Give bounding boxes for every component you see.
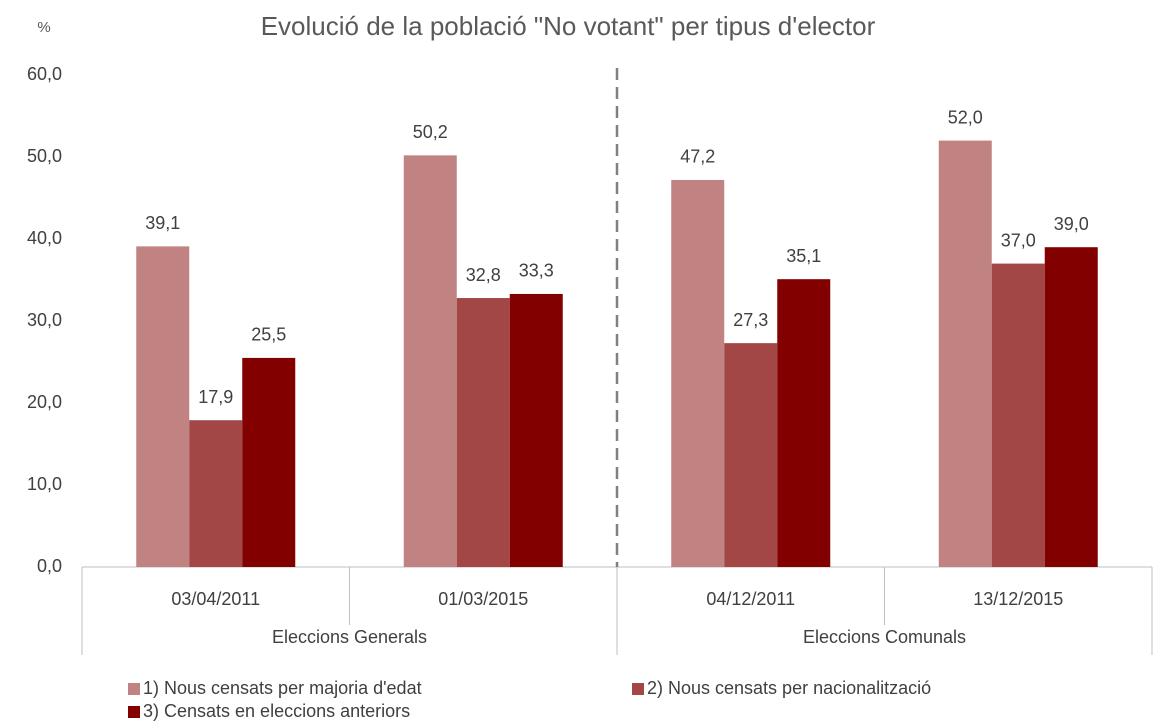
bar: [991, 263, 1045, 567]
legend-swatch: [128, 706, 140, 718]
x-tick-label: 01/03/2015: [438, 589, 528, 609]
data-label: 47,2: [680, 147, 715, 167]
data-label: 27,3: [733, 310, 768, 330]
data-label: 33,3: [519, 261, 554, 281]
bar: [136, 246, 190, 567]
legend-swatch: [632, 683, 644, 695]
bar: [242, 357, 296, 567]
x-tick-label: 04/12/2011: [706, 589, 795, 609]
bar: [671, 179, 725, 567]
y-tick-label: 10,0: [27, 474, 62, 494]
bar: [777, 279, 831, 567]
data-label: 39,1: [145, 213, 180, 233]
y-axis-label: %: [37, 19, 50, 36]
x-tick-label: 13/12/2015: [973, 589, 1063, 609]
bar: [403, 155, 457, 568]
legend-label: 3) Censats en eleccions anteriors: [143, 701, 410, 721]
bar: [938, 140, 992, 567]
data-label: 52,0: [948, 107, 983, 127]
data-label: 39,0: [1054, 214, 1089, 234]
y-tick-label: 30,0: [27, 310, 62, 330]
y-tick-label: 60,0: [27, 64, 62, 84]
bar: [509, 293, 563, 567]
group-label: Eleccions Comunals: [803, 627, 966, 647]
y-tick-label: 20,0: [27, 392, 62, 412]
bar: [456, 298, 510, 567]
y-tick-label: 40,0: [27, 228, 62, 248]
legend-label: 2) Nous censats per nacionalització: [647, 678, 931, 698]
data-label: 25,5: [251, 325, 286, 345]
bar: [1044, 247, 1098, 567]
bar: [724, 343, 778, 567]
data-label: 32,8: [466, 265, 501, 285]
x-tick-label: 03/04/2011: [171, 589, 260, 609]
legend-label: 1) Nous censats per majoria d'edat: [143, 678, 422, 698]
data-label: 37,0: [1001, 230, 1036, 250]
data-label: 35,1: [786, 246, 821, 266]
y-tick-label: 50,0: [27, 146, 62, 166]
legend-swatch: [128, 683, 140, 695]
group-label: Eleccions Generals: [272, 627, 427, 647]
data-label: 17,9: [198, 387, 233, 407]
y-tick-label: 0,0: [37, 556, 62, 576]
bar: [189, 420, 243, 567]
data-label: 50,2: [413, 122, 448, 142]
chart-title: Evolució de la població "No votant" per …: [261, 11, 876, 41]
